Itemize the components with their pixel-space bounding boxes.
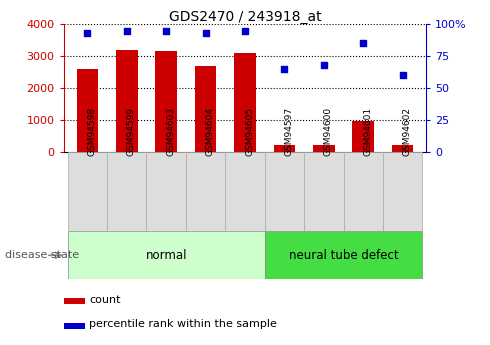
Point	[359, 40, 367, 46]
Text: GSM94604: GSM94604	[206, 107, 215, 156]
Bar	[147, 152, 186, 231]
Bar	[64, 323, 85, 328]
Bar	[76, 69, 98, 152]
Text: GSM94598: GSM94598	[87, 107, 97, 156]
Point	[320, 62, 328, 68]
Text: count: count	[89, 295, 121, 305]
Text: GSM94597: GSM94597	[284, 107, 294, 156]
Bar	[195, 66, 217, 152]
Text: GSM94603: GSM94603	[166, 107, 175, 156]
Bar	[265, 231, 422, 279]
Point	[202, 30, 210, 36]
Text: GSM94599: GSM94599	[127, 107, 136, 156]
Bar	[64, 298, 85, 304]
Bar	[383, 152, 422, 231]
Text: neural tube defect: neural tube defect	[289, 249, 398, 262]
Bar	[68, 231, 265, 279]
Text: GSM94605: GSM94605	[245, 107, 254, 156]
Bar	[343, 152, 383, 231]
Point	[83, 30, 91, 36]
Point	[280, 66, 288, 71]
Bar	[116, 50, 138, 152]
Text: GSM94601: GSM94601	[363, 107, 372, 156]
Bar	[225, 152, 265, 231]
Point	[241, 28, 249, 33]
Bar	[313, 145, 335, 152]
Bar	[392, 146, 414, 152]
Text: GSM94602: GSM94602	[403, 107, 412, 156]
Point	[162, 28, 170, 33]
Text: GDS2470 / 243918_at: GDS2470 / 243918_at	[169, 10, 321, 24]
Bar	[304, 152, 343, 231]
Bar	[265, 152, 304, 231]
Text: normal: normal	[146, 249, 187, 262]
Bar	[273, 146, 295, 152]
Bar	[155, 51, 177, 152]
Bar	[234, 53, 256, 152]
Text: disease state: disease state	[5, 250, 79, 260]
Point	[123, 28, 131, 33]
Text: GSM94600: GSM94600	[324, 107, 333, 156]
Point	[399, 72, 407, 78]
Bar	[107, 152, 147, 231]
Bar	[352, 121, 374, 152]
Bar	[68, 152, 107, 231]
Bar	[186, 152, 225, 231]
Text: percentile rank within the sample: percentile rank within the sample	[89, 319, 277, 329]
